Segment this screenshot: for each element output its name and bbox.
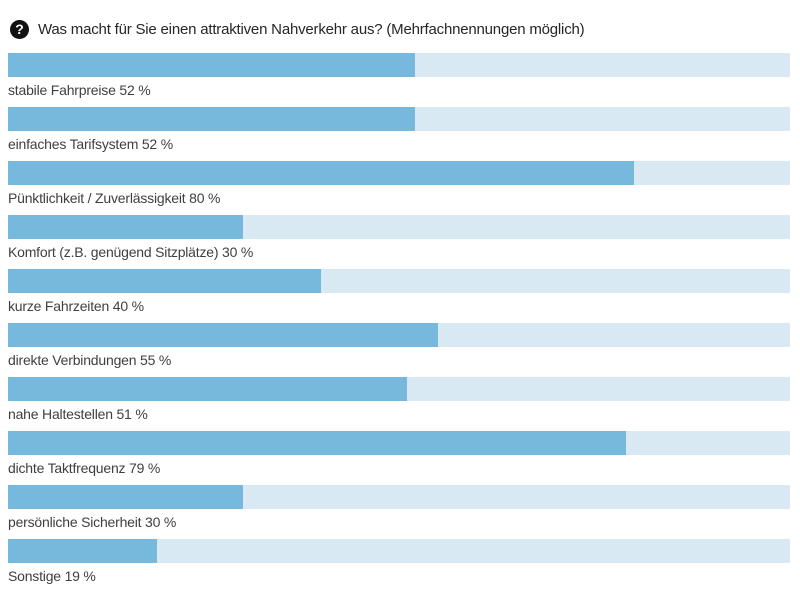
chart-row: nahe Haltestellen 51 %	[8, 377, 790, 431]
bar-label: Pünktlichkeit / Zuverlässigkeit 80 %	[8, 190, 221, 206]
question-mark-icon: ?	[10, 19, 29, 39]
bar-fill	[8, 377, 407, 401]
bar-fill	[8, 215, 243, 239]
bar-label: direkte Verbindungen 55 %	[8, 352, 172, 368]
bar-fill	[8, 53, 415, 77]
chart-row: kurze Fahrzeiten 40 %	[8, 269, 790, 323]
chart-row: Komfort (z.B. genügend Sitzplätze) 30 %	[8, 215, 790, 269]
bar-label: stabile Fahrpreise 52 %	[8, 82, 151, 98]
bar-track	[8, 431, 790, 455]
bar-label: persönliche Sicherheit 30 %	[8, 514, 177, 530]
chart-row: direkte Verbindungen 55 %	[8, 323, 790, 377]
chart-row: Pünktlichkeit / Zuverlässigkeit 80 %	[8, 161, 790, 215]
chart-title: Was macht für Sie einen attraktiven Nahv…	[38, 20, 585, 38]
chart-row: stabile Fahrpreise 52 %	[8, 53, 790, 107]
bar-fill	[8, 161, 634, 185]
bar-label: nahe Haltestellen 51 %	[8, 406, 148, 422]
bar-track	[8, 53, 790, 77]
bar-label: Komfort (z.B. genügend Sitzplätze) 30 %	[8, 244, 254, 260]
bar-fill	[8, 107, 415, 131]
bar-label: dichte Taktfrequenz 79 %	[8, 460, 161, 476]
chart-header: ? Was macht für Sie einen attraktiven Na…	[0, 0, 800, 53]
bar-track	[8, 107, 790, 131]
bar-track	[8, 539, 790, 563]
bar-label: Sonstige 19 %	[8, 568, 96, 584]
bar-label: kurze Fahrzeiten 40 %	[8, 298, 144, 314]
chart-row: Sonstige 19 %	[8, 539, 790, 593]
bar-chart: stabile Fahrpreise 52 % einfaches Tarifs…	[0, 53, 800, 593]
chart-row: persönliche Sicherheit 30 %	[8, 485, 790, 539]
chart-row: dichte Taktfrequenz 79 %	[8, 431, 790, 485]
bar-fill	[8, 431, 626, 455]
bar-fill	[8, 539, 157, 563]
bar-track	[8, 269, 790, 293]
bar-track	[8, 377, 790, 401]
bar-fill	[8, 485, 243, 509]
bar-label: einfaches Tarifsystem 52 %	[8, 136, 173, 152]
bar-track	[8, 485, 790, 509]
chart-row: einfaches Tarifsystem 52 %	[8, 107, 790, 161]
bar-fill	[8, 323, 439, 347]
bar-track	[8, 323, 790, 347]
bar-track	[8, 215, 790, 239]
bar-fill	[8, 269, 321, 293]
bar-track	[8, 161, 790, 185]
